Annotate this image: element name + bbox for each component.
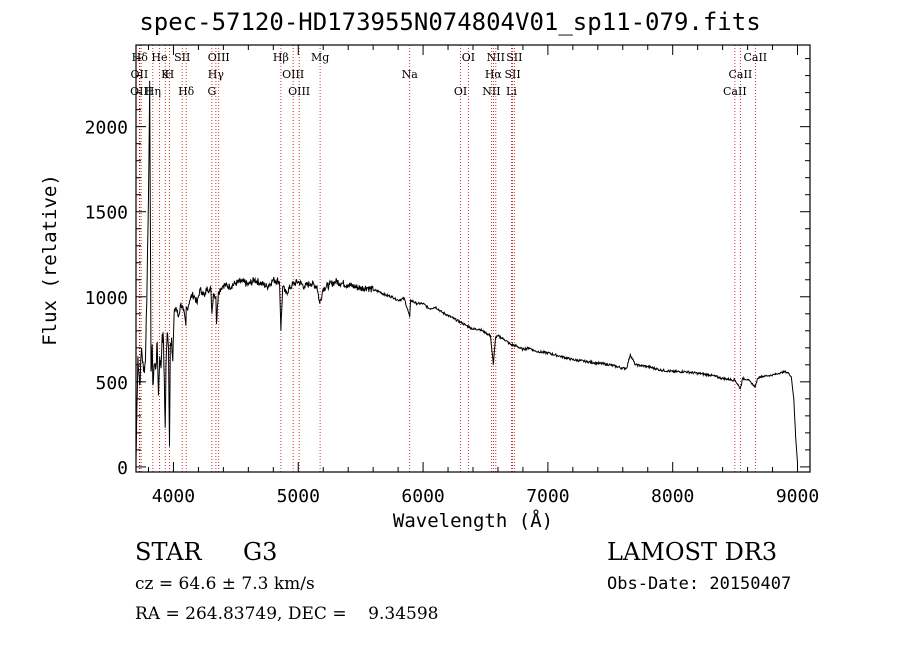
x-tick-label-3: 7000 [526, 486, 569, 507]
line-label-20: NII [482, 85, 500, 98]
line-label-11: G [207, 85, 216, 98]
x-tick-label-5: 9000 [776, 486, 819, 507]
line-label-0: Hδ [132, 51, 149, 64]
redshift-readout: cz = 64.6 ± 7.3 km/s [135, 574, 315, 594]
line-label-13: OIII [282, 68, 304, 81]
line-label-22: SII [504, 68, 520, 81]
object-subclass: G3 [243, 538, 278, 566]
line-label-24: SII [506, 51, 522, 64]
line-label-27: CaII [743, 51, 767, 64]
y-tick-label-4: 2000 [85, 118, 128, 139]
line-label-7: H [165, 68, 175, 81]
plot-frame [135, 44, 811, 473]
line-label-10: Hγ [208, 68, 225, 81]
line-label-19: Hα [485, 68, 503, 81]
line-label-6: SII [174, 51, 190, 64]
line-label-14: OIII [288, 85, 310, 98]
line-label-12: Hβ [273, 51, 289, 64]
line-label-8: Hδ [178, 85, 195, 98]
chart-title: spec-57120-HD173955N074804V01_sp11-079.f… [139, 8, 761, 36]
line-label-2: OIII [130, 85, 152, 98]
spectrum-line [135, 80, 798, 464]
survey-name: LAMOST DR3 [607, 538, 778, 566]
coordinates-readout: RA = 264.83749, DEC = 9.34598 [135, 604, 439, 624]
line-label-21: NII [487, 51, 505, 64]
x-tick-label-4: 8000 [651, 486, 694, 507]
line-label-25: CaII [729, 68, 753, 81]
line-label-15: Mg [311, 51, 329, 64]
y-tick-label-1: 500 [95, 373, 128, 394]
y-tick-label-0: 0 [117, 458, 128, 479]
x-tick-label-1: 5000 [277, 486, 320, 507]
line-label-23: Li [506, 85, 517, 98]
x-axis-label: Wavelength (Å) [392, 510, 554, 532]
y-tick-label-2: 1000 [85, 288, 128, 309]
line-label-17: OI [454, 85, 467, 98]
object-class: STAR [135, 538, 202, 566]
line-label-1: OII [131, 68, 149, 81]
line-label-4: K [161, 68, 170, 81]
line-label-3: He [151, 51, 167, 64]
x-tick-label-2: 6000 [401, 486, 444, 507]
obs-date-readout: Obs-Date: 20150407 [607, 574, 792, 594]
line-label-9: OIII [208, 51, 230, 64]
line-label-5: Hη [145, 85, 161, 98]
y-axis-label: Flux (relative) [39, 174, 61, 346]
line-label-26: CaII [723, 85, 747, 98]
line-label-16: Na [402, 68, 419, 81]
x-tick-label-0: 4000 [152, 486, 195, 507]
y-tick-label-3: 1500 [85, 203, 128, 224]
line-label-18: OI [462, 51, 475, 64]
